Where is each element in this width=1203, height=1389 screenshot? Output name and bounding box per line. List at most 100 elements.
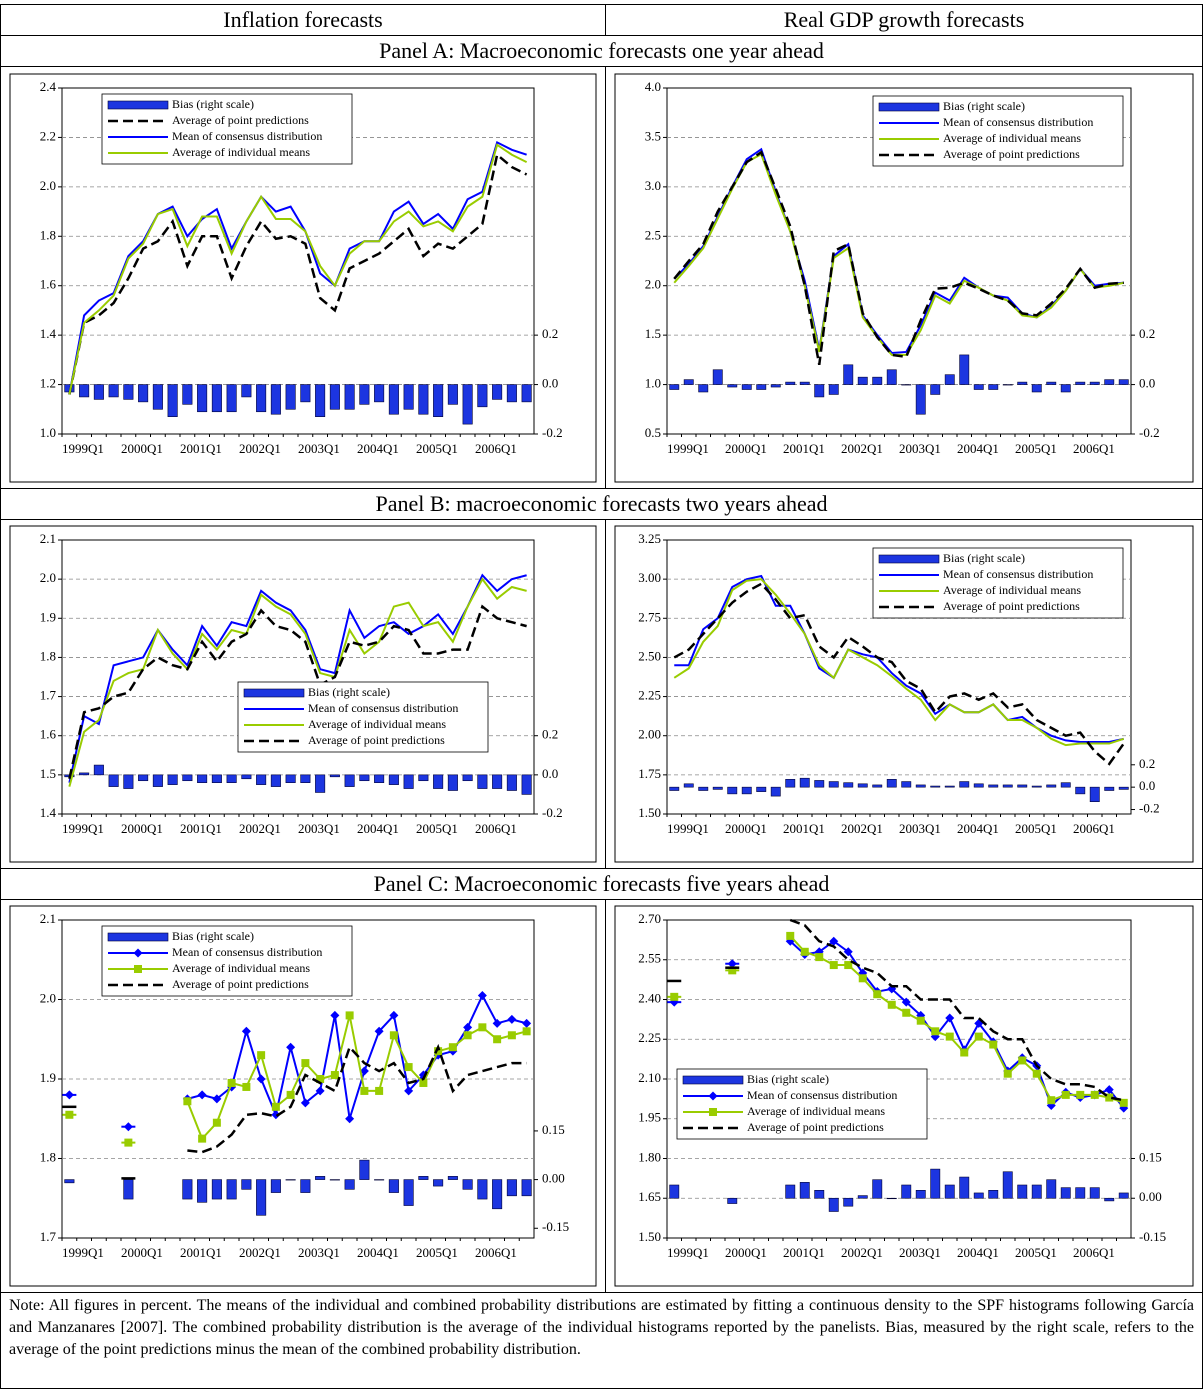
marker — [227, 1078, 236, 1087]
x-tick-label: 2003Q1 — [298, 441, 340, 456]
marker — [493, 1035, 502, 1044]
legend-label: Mean of consensus distribution — [747, 1088, 897, 1102]
bias-bar — [1075, 1187, 1086, 1199]
bias-bar — [1002, 1171, 1013, 1199]
bias-bar — [315, 384, 326, 418]
marker — [728, 966, 737, 975]
y-tick-label: 1.8 — [40, 1149, 56, 1164]
y-tick-label: 1.80 — [638, 1149, 661, 1164]
chart-frame — [614, 525, 1194, 863]
marker — [65, 1110, 74, 1119]
x-tick-label: 2002Q1 — [239, 821, 281, 836]
x-tick-label: 2006Q1 — [475, 821, 517, 836]
x-tick-label: 2005Q1 — [416, 821, 458, 836]
x-tick-label: 2003Q1 — [298, 821, 340, 836]
bias-bar — [712, 786, 723, 790]
marker — [330, 1071, 339, 1080]
marker — [389, 1010, 399, 1020]
bias-bar — [182, 1179, 193, 1200]
x-tick-label: 1999Q1 — [667, 1245, 709, 1260]
series-line — [673, 147, 1124, 354]
legend-label: Average of point predictions — [943, 599, 1080, 613]
y-tick-label: 2.0 — [645, 277, 661, 292]
legend-label: Average of point predictions — [172, 113, 309, 127]
bias-bar — [959, 354, 970, 385]
marker — [271, 1110, 281, 1120]
bias-bar — [1118, 379, 1129, 385]
y-tick-label: 3.0 — [645, 178, 661, 193]
bias-bar — [901, 781, 912, 788]
marker — [271, 1102, 280, 1111]
bias-bar — [256, 774, 267, 785]
bias-bar — [1060, 1187, 1071, 1199]
x-tick-label: 2004Q1 — [957, 821, 999, 836]
legend-marker — [708, 1091, 718, 1101]
x-tick-label: 1999Q1 — [667, 441, 709, 456]
bias-bar — [241, 384, 252, 398]
marker — [1032, 1069, 1041, 1078]
x-tick-label: 2005Q1 — [1015, 821, 1057, 836]
marker — [1105, 1093, 1114, 1102]
x-tick-label: 2001Q1 — [783, 821, 825, 836]
bias-bar — [300, 384, 311, 403]
bias-bar — [138, 384, 149, 403]
bias-bar — [433, 384, 444, 418]
y2-tick-label: 0.2 — [542, 727, 558, 742]
bias-bar — [447, 1176, 458, 1180]
marker — [212, 1094, 222, 1104]
y-tick-label: 1.50 — [638, 805, 661, 820]
marker — [183, 1097, 192, 1106]
bias-bar — [1017, 381, 1028, 385]
marker — [374, 1026, 384, 1036]
y-tick-label: 1.4 — [40, 326, 57, 341]
x-tick-label: 2006Q1 — [1073, 821, 1115, 836]
bias-bar — [167, 774, 178, 785]
y2-tick-label: 0.15 — [542, 1122, 565, 1137]
y-tick-label: 1.7 — [40, 1229, 57, 1244]
bias-bar — [374, 774, 385, 783]
bias-bar — [226, 774, 237, 783]
bias-bar — [403, 384, 414, 410]
bias-bar — [683, 379, 694, 385]
bias-bar — [1017, 784, 1028, 788]
x-tick-label: 2002Q1 — [841, 1245, 883, 1260]
y2-tick-label: 0.0 — [1139, 376, 1155, 391]
legend-marker — [133, 948, 143, 958]
marker — [931, 1027, 940, 1036]
marker — [316, 1075, 325, 1083]
marker — [434, 1047, 443, 1056]
bias-bar — [388, 1179, 399, 1193]
bias-bar — [712, 369, 723, 385]
bias-bar — [669, 384, 680, 390]
y-tick-label: 3.25 — [638, 531, 661, 546]
bias-bar — [433, 774, 444, 789]
bias-bar — [1104, 379, 1115, 385]
bias-bar — [315, 1176, 326, 1180]
bias-bar — [872, 376, 883, 385]
y2-tick-label: 0.0 — [542, 766, 558, 781]
x-tick-label: 2002Q1 — [841, 821, 883, 836]
x-tick-label: 2001Q1 — [783, 1245, 825, 1260]
bias-bar — [1089, 381, 1100, 385]
marker — [1119, 1098, 1128, 1107]
series-line — [68, 140, 527, 395]
marker — [492, 1018, 502, 1028]
series-line — [186, 1015, 527, 1141]
y-tick-label: 2.10 — [638, 1070, 661, 1085]
legend-label: Bias (right scale) — [747, 1072, 829, 1086]
x-tick-label: 2004Q1 — [957, 441, 999, 456]
bias-bar — [683, 783, 694, 788]
bias-bar — [669, 786, 680, 791]
bias-bar — [799, 777, 810, 788]
marker — [463, 1022, 473, 1032]
bias-bar — [374, 1179, 385, 1181]
y-tick-label: 2.4 — [40, 79, 57, 94]
marker — [301, 1059, 310, 1068]
bias-bar — [418, 384, 429, 415]
legend-marker — [134, 965, 142, 973]
marker — [829, 961, 838, 970]
marker — [873, 990, 882, 999]
bias-bar — [1002, 784, 1013, 788]
bias-bar — [418, 1176, 429, 1180]
